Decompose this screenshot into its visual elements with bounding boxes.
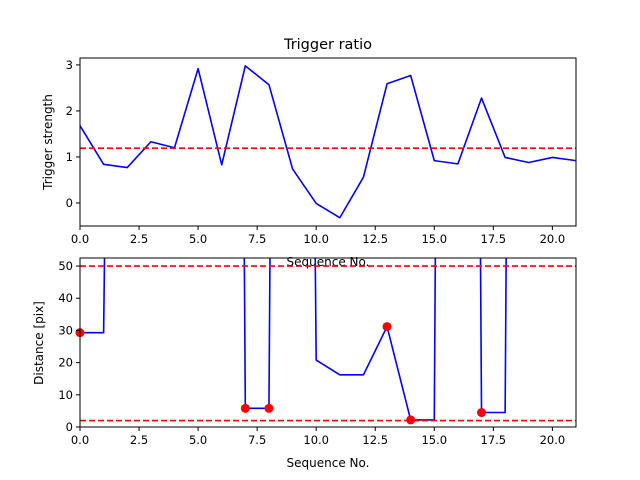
x-tick-label: 20.0: [540, 232, 566, 246]
x-tick-label: 5.0: [189, 232, 207, 246]
y-tick-label: 50: [58, 259, 73, 273]
axes-frame: [79, 57, 577, 227]
plot-marks: 0.0 2.5 5.0 7.5 10.0 12.5 15.0 17.5 20.0 0 10 20 30 4…: [58, 257, 577, 447]
x-tick-label: 10.0: [303, 232, 329, 246]
x-tick-label: 2.5: [130, 433, 148, 447]
data-area: [80, 258, 576, 422]
y-axis-label: Trigger strength: [41, 94, 55, 191]
x-tick-label: 0.0: [71, 232, 89, 246]
y-tick-label: 0: [66, 420, 73, 434]
y-tick-label: 2: [66, 104, 73, 118]
x-tick-label: 17.5: [481, 433, 507, 447]
x-tick-label: 15.0: [421, 433, 447, 447]
data-point-marker: [477, 408, 487, 418]
plot-marks: 0.0 2.5 5.0 7.5 10.0 12.5 15.0 17.5 20.0 0 1 2 3: [66, 57, 577, 246]
x-tick-label: 12.5: [362, 232, 388, 246]
x-tick-label: 17.5: [481, 232, 507, 246]
x-axis-label: Sequence No.: [287, 255, 370, 269]
x-tick-label: 20.0: [540, 433, 566, 447]
data-point-marker: [382, 322, 392, 332]
y-tick-label: 30: [58, 323, 73, 337]
x-tick-label: 10.0: [303, 433, 329, 447]
y-tick-label: 0: [66, 196, 73, 210]
data-area: [80, 65, 576, 219]
x-axis-label: Sequence No.: [287, 456, 370, 470]
y-tick-label: 3: [66, 58, 73, 72]
y-tick-label: 1: [66, 150, 73, 164]
x-tick-label: 7.5: [248, 433, 266, 447]
distance-plot: Sequence No. Distance [pix] 0.0 2.5 5.0 7.5…: [32, 257, 577, 470]
x-tick-label: 12.5: [362, 433, 388, 447]
axes-frame: [79, 257, 577, 428]
data-point-marker: [406, 415, 416, 425]
x-tick-label: 2.5: [130, 232, 148, 246]
data-point-marker: [264, 403, 274, 413]
chart-title: Trigger ratio: [283, 37, 372, 53]
x-tick-label: 15.0: [421, 232, 447, 246]
x-tick-label: 0.0: [71, 433, 89, 447]
y-tick-label: 20: [58, 356, 73, 370]
x-tick-label: 7.5: [248, 232, 266, 246]
x-tick-label: 5.0: [189, 433, 207, 447]
y-axis-label: Distance [pix]: [32, 301, 46, 385]
data-point-marker: [240, 403, 250, 413]
y-tick-label: 10: [58, 388, 73, 402]
y-tick-label: 40: [58, 291, 73, 305]
series-line: [80, 258, 507, 421]
series-line: [80, 65, 576, 219]
